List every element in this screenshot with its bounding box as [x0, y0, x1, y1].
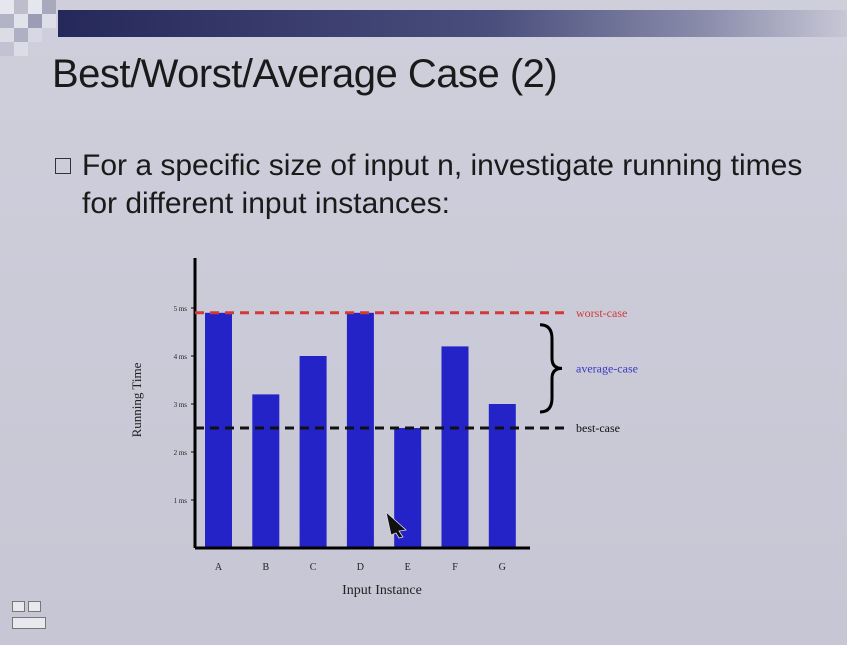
y-tick-label: 5 ms: [174, 305, 188, 313]
x-tick-label: F: [452, 562, 458, 573]
y-axis-label: Running Time: [129, 362, 144, 437]
bullet-square-icon: [55, 158, 71, 174]
x-tick-label: G: [499, 562, 506, 573]
x-axis-label: Input Instance: [342, 583, 422, 598]
average-case-brace: [539, 323, 563, 414]
worst-case-label: worst-case: [576, 306, 627, 320]
x-tick-label: B: [262, 562, 269, 573]
bullet-point: For a specific size of input n, investig…: [55, 147, 815, 223]
slide-title: Best/Worst/Average Case (2): [52, 52, 558, 96]
y-tick-label: 4 ms: [174, 353, 188, 361]
x-tick-label: D: [357, 562, 364, 573]
y-tick-label: 1 ms: [174, 497, 188, 505]
bullet-text: For a specific size of input n, investig…: [82, 149, 803, 220]
slide-navigation-icon[interactable]: [8, 597, 52, 637]
mouse-cursor-icon: [385, 510, 407, 539]
x-tick-label: E: [405, 562, 411, 573]
y-tick-label: 3 ms: [174, 401, 188, 409]
bar-C: [299, 356, 327, 548]
bar-F: [441, 346, 469, 548]
bar-G: [488, 404, 516, 548]
bar-B: [252, 394, 280, 548]
best-case-label: best-case: [576, 421, 620, 435]
title-bar-decoration: [58, 10, 847, 37]
corner-decoration: [0, 0, 60, 58]
y-tick-label: 2 ms: [174, 449, 188, 457]
x-tick-label: C: [310, 562, 317, 573]
bar-A: [205, 312, 232, 548]
average-case-label: average-case: [576, 361, 638, 375]
bar-D: [346, 312, 374, 548]
x-tick-label: A: [215, 562, 223, 573]
